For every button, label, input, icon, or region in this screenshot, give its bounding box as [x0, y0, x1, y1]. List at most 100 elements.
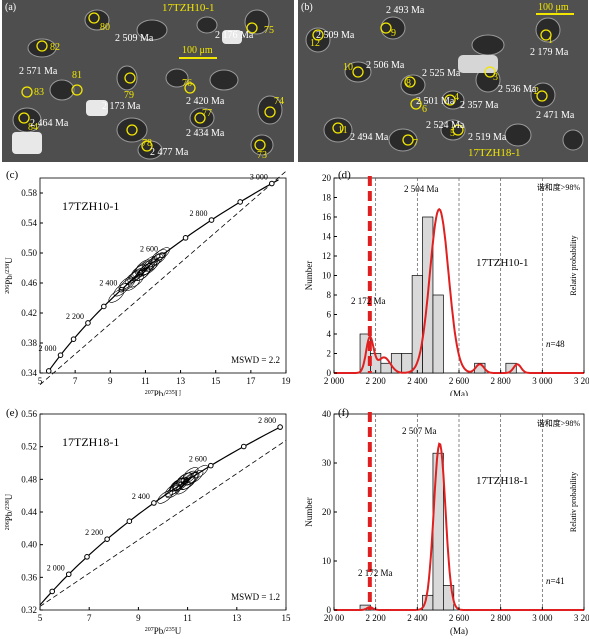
y-tick-label: 0.58	[21, 188, 37, 198]
y-tick-label: 0.40	[21, 540, 37, 550]
histogram-chart-f: (f) 20 00 2 200 2 400 2 600 2 800 3 000 3 200 0 1…	[304, 407, 589, 636]
discordia-line	[39, 170, 287, 385]
spot-label: 1	[548, 35, 553, 46]
y-tick-label: 10	[322, 556, 332, 566]
x-tick-label: 2 400	[407, 376, 428, 386]
spot-label: 73	[257, 150, 267, 161]
concordia-age-marker	[85, 320, 91, 326]
y-tick-label: 0.48	[21, 474, 37, 484]
x-tick-label: 13	[176, 376, 186, 386]
peak-label: 2 504 Ma	[404, 184, 439, 194]
spot-label: 2	[534, 86, 539, 97]
error-ellipse	[139, 262, 155, 276]
y-axis-label: 206Pb/238U	[4, 257, 14, 294]
error-ellipse	[170, 477, 186, 492]
histogram-bar	[432, 294, 444, 374]
spot-label: 8	[406, 78, 411, 89]
y-tick-label: 20	[322, 507, 332, 517]
spot-label: 9	[391, 28, 396, 39]
error-ellipse	[176, 472, 193, 486]
x-axis-label: (Ma)	[450, 626, 468, 636]
y-tick-label: 30	[322, 458, 332, 468]
x-axis-label: 207Pb/235U	[145, 389, 182, 396]
y-tick-label: 0.32	[21, 605, 37, 615]
x-tick-label: 20 00	[324, 613, 345, 623]
panel-letter-b: (b)	[301, 2, 313, 13]
n-label: n=41	[546, 576, 565, 586]
spot-label: 78	[142, 138, 152, 149]
y-tick-label: 0.56	[21, 409, 37, 419]
y-tick-label: 6	[327, 310, 332, 320]
x-tick-label: 2 800	[491, 376, 512, 386]
x-tick-label: 19	[282, 376, 292, 386]
spot-label: 12	[310, 38, 320, 49]
age-label: 2 519 Ma	[468, 132, 507, 143]
spot-label: 79	[124, 90, 134, 101]
histogram-bar	[432, 452, 444, 611]
cl-image-a: (a) 17TZH10-1 100 μm 80 82 75 81 83 79 7…	[2, 0, 294, 162]
sample-label-b: 17TZH18-1	[468, 147, 521, 159]
age-label: 2 477 Ma	[150, 147, 189, 158]
histogram-bar	[505, 362, 517, 374]
y-tick-label: 2	[327, 349, 332, 359]
age-label: 2 509 Ma	[115, 33, 154, 44]
x-axis-label: 207Pb/235U	[145, 626, 182, 636]
x-tick-label: 2 200	[366, 613, 387, 623]
x-tick-label: 7	[73, 376, 78, 386]
n-label: n=48	[546, 339, 565, 349]
y-tick-label: 0.44	[21, 507, 37, 517]
histogram-chart-d: (d) 2 000 2 200 2 400 2 600 2 800 3 000 3 200 0 2…	[304, 169, 589, 396]
chart-title: 17TZH18-1	[62, 435, 119, 449]
concordia-curve	[39, 426, 281, 606]
age-label: 2 176 Ma	[215, 30, 254, 41]
zircon-grains-a	[2, 0, 294, 162]
x-tick-label: 7	[87, 613, 92, 623]
x-tick-label: 3 200	[574, 376, 589, 386]
spot-label: 77	[202, 108, 212, 119]
age-label: 2 173 Ma	[102, 101, 141, 112]
age-label: 2 471 Ma	[536, 110, 575, 121]
spot-label: 84	[28, 122, 38, 133]
concordia-age-label: 2 800	[190, 209, 208, 218]
error-ellipse	[141, 261, 158, 275]
concordia-age-marker	[70, 336, 77, 342]
concordia-age-label: 2 400	[99, 279, 117, 288]
age-label: 2 536 Ma	[498, 84, 537, 95]
zircon-grains-b	[298, 0, 588, 162]
y-axis-label: Number	[304, 261, 314, 291]
y-tick-label: 20	[322, 173, 332, 183]
error-ellipse	[180, 470, 197, 485]
error-ellipse	[134, 261, 151, 275]
x-tick-label: 3 000	[532, 376, 553, 386]
panel-letter: (d)	[338, 169, 351, 181]
x-tick-label: 15	[282, 613, 292, 623]
spot-label: 10	[343, 62, 353, 73]
y-tick-label: 0.46	[21, 278, 37, 288]
cl-image-b: (b) 17TZH18-1 100 μm 12 9 1 10 8 3 2 4 6…	[298, 0, 588, 162]
mswd-label: MSWD = 1.2	[231, 592, 280, 602]
error-ellipse	[150, 251, 167, 266]
x-tick-label: 2 000	[324, 376, 345, 386]
histogram-bar	[411, 275, 423, 374]
concordia-age-marker	[208, 462, 214, 469]
y-tick-label: 0.36	[21, 572, 37, 582]
spot-label: 76	[182, 78, 192, 89]
error-ellipse	[154, 247, 170, 261]
age-label: 2 357 Ma	[460, 100, 499, 111]
concordia-age-label: 3 000	[250, 173, 268, 182]
spot-label: 7	[413, 138, 418, 149]
x-tick-label: 5	[38, 613, 43, 623]
error-ellipse	[182, 471, 199, 486]
panel-letter: (e)	[6, 407, 19, 419]
chart-title: 17TZH10-1	[62, 199, 119, 213]
panel-letter: (f)	[338, 407, 349, 419]
concordia-age-label: 2 600	[140, 244, 158, 253]
concordia-age-label: 2 200	[66, 312, 84, 321]
age-label: 2 524 Ma	[426, 120, 465, 131]
age-label: 2 525 Ma	[422, 68, 461, 79]
spot-label: 83	[34, 87, 44, 98]
concordia-age-label: 2 000	[47, 563, 65, 572]
age-label: 2 509 Ma	[316, 30, 355, 41]
spot-label: 81	[72, 70, 82, 81]
x-tick-label: 2 200	[366, 376, 387, 386]
